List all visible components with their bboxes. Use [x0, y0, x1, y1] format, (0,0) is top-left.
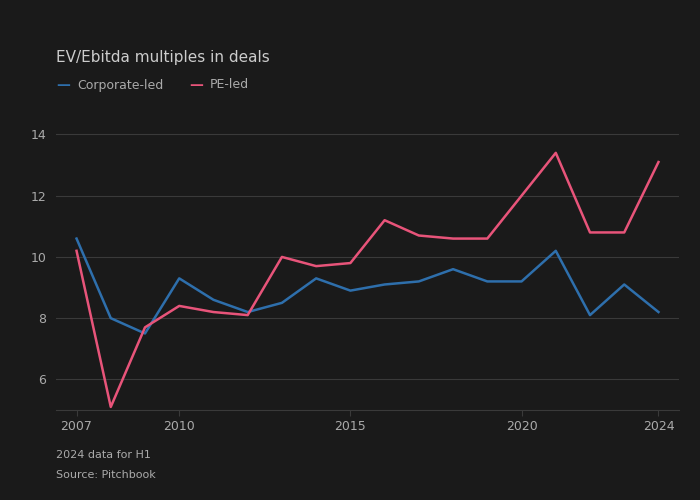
- PE-led: [449, 236, 457, 242]
- Corporate-led: [278, 300, 286, 306]
- Corporate-led: [552, 248, 560, 254]
- Line: PE-led: PE-led: [76, 153, 659, 407]
- PE-led: [517, 192, 526, 198]
- Corporate-led: [414, 278, 423, 284]
- Corporate-led: [72, 236, 80, 242]
- Corporate-led: [483, 278, 491, 284]
- Corporate-led: [517, 278, 526, 284]
- Corporate-led: [106, 315, 115, 321]
- Corporate-led: [244, 309, 252, 315]
- PE-led: [312, 263, 321, 269]
- Text: —: —: [189, 78, 203, 92]
- PE-led: [483, 236, 491, 242]
- Corporate-led: [380, 282, 389, 288]
- Corporate-led: [346, 288, 355, 294]
- PE-led: [552, 150, 560, 156]
- PE-led: [414, 232, 423, 238]
- Text: —: —: [56, 78, 70, 92]
- PE-led: [106, 404, 115, 410]
- PE-led: [244, 312, 252, 318]
- Text: 2024 data for H1: 2024 data for H1: [56, 450, 151, 460]
- PE-led: [141, 324, 149, 330]
- Text: EV/Ebitda multiples in deals: EV/Ebitda multiples in deals: [56, 50, 270, 65]
- Corporate-led: [586, 312, 594, 318]
- PE-led: [346, 260, 355, 266]
- Corporate-led: [312, 276, 321, 281]
- Corporate-led: [449, 266, 457, 272]
- Corporate-led: [620, 282, 629, 288]
- PE-led: [278, 254, 286, 260]
- PE-led: [586, 230, 594, 235]
- Corporate-led: [141, 330, 149, 336]
- PE-led: [175, 303, 183, 309]
- Corporate-led: [209, 297, 218, 303]
- Text: PE-led: PE-led: [210, 78, 249, 92]
- PE-led: [72, 248, 80, 254]
- PE-led: [620, 230, 629, 235]
- PE-led: [209, 309, 218, 315]
- PE-led: [654, 159, 663, 165]
- Corporate-led: [175, 276, 183, 281]
- Text: Corporate-led: Corporate-led: [77, 78, 163, 92]
- Text: Source: Pitchbook: Source: Pitchbook: [56, 470, 155, 480]
- Line: Corporate-led: Corporate-led: [76, 238, 659, 334]
- Corporate-led: [654, 309, 663, 315]
- PE-led: [380, 217, 389, 223]
